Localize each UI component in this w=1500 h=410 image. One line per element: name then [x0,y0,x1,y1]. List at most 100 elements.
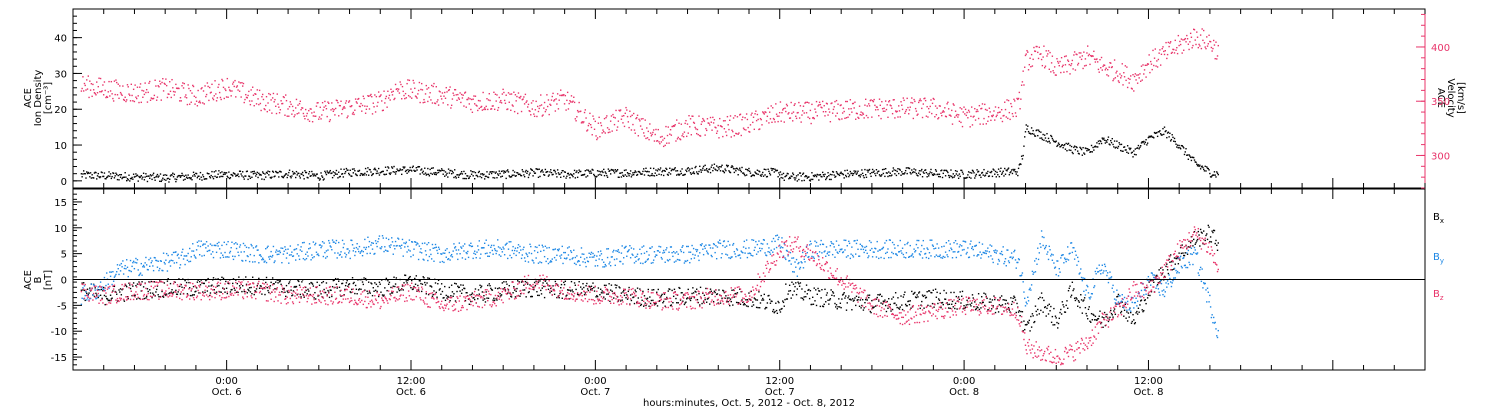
data-point [905,167,908,169]
data-point [649,302,652,305]
data-point [1099,58,1101,61]
data-point [1102,326,1104,328]
data-point [336,173,338,175]
data-point [1170,261,1173,263]
data-point [929,105,931,108]
data-point [1077,152,1080,155]
data-point [259,173,262,176]
data-point [707,122,709,124]
data-point [735,133,738,135]
data-point [1209,172,1211,175]
data-point [868,103,870,105]
data-point [739,288,741,290]
data-point [330,109,332,111]
data-point [642,170,644,173]
data-point [859,176,862,178]
data-point [363,174,365,176]
data-point [299,100,302,102]
data-point [899,169,901,171]
data-point [329,289,331,291]
data-point [890,310,892,312]
data-point [580,174,583,177]
data-point [787,173,789,175]
data-point [822,305,825,308]
data-point [795,115,797,118]
data-point [256,249,258,251]
data-point [805,101,807,104]
data-point [280,247,282,249]
data-point [414,283,417,285]
data-point [242,285,244,287]
data-point [447,176,449,178]
data-point [749,170,751,172]
data-point [1047,304,1049,307]
data-point [425,84,427,87]
data-point [105,178,107,180]
data-point [248,247,250,249]
data-point [945,115,948,118]
data-point [405,280,408,282]
data-point [672,295,675,298]
data-point [536,294,539,297]
data-point [534,109,537,111]
data-point [348,283,351,285]
data-point [967,174,969,176]
data-point [1116,75,1119,77]
data-point [89,172,92,174]
density-velocity-series-0 [80,124,1219,183]
data-point [1080,299,1083,301]
data-point [985,172,987,174]
data-point [917,113,919,115]
data-point [379,172,381,174]
data-point [1115,146,1117,149]
data-point [87,75,89,77]
data-point [944,175,947,177]
data-point [616,126,619,128]
data-point [185,176,188,178]
data-point [168,181,170,183]
data-point [225,256,227,258]
data-point [547,288,550,291]
data-point [697,173,699,175]
data-point [768,170,770,173]
data-point [257,176,259,179]
data-point [106,297,108,300]
data-point [137,269,139,271]
data-point [109,271,111,273]
data-point [794,103,796,105]
data-point [1156,60,1158,62]
data-point [142,286,145,288]
data-point [457,286,460,289]
data-point [226,175,229,178]
data-point [127,179,129,181]
data-point [1123,309,1126,311]
data-point [296,113,298,115]
data-point [821,305,824,307]
data-point [278,176,280,178]
data-point [179,174,181,177]
data-point [860,173,862,176]
data-point [95,94,97,96]
data-point [341,108,344,111]
data-point [795,177,797,179]
data-point [668,171,670,174]
data-point [434,282,437,284]
data-point [742,304,745,306]
data-point [1096,61,1099,63]
data-point [1124,149,1127,151]
data-point [414,241,417,243]
data-point [1189,41,1191,43]
data-point [1200,231,1203,233]
data-point [1136,82,1139,84]
data-point [1144,141,1147,143]
data-point [522,289,524,291]
data-point [854,297,856,299]
data-point [758,170,761,173]
data-point [554,171,557,173]
data-point [731,129,733,132]
data-point [770,167,772,170]
data-point [531,295,534,298]
data-point [403,282,405,284]
data-point [279,280,282,282]
data-point [357,97,360,100]
